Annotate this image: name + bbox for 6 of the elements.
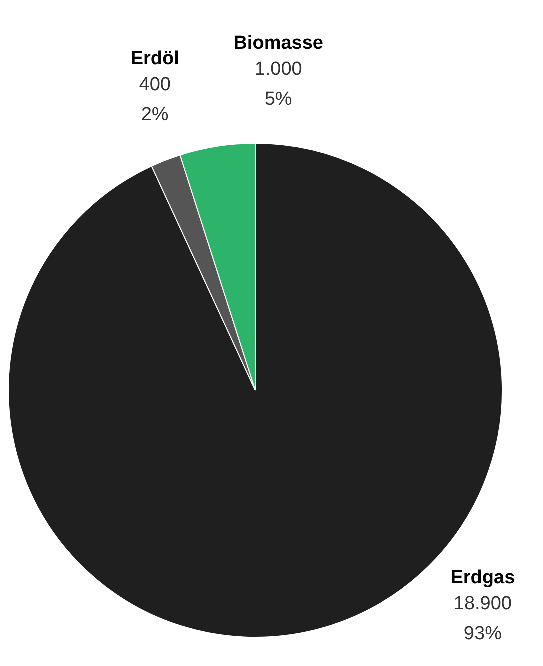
slice-label: Erdöl [130, 48, 180, 70]
data-label: 18.900 93% [454, 593, 512, 644]
data-label: 1.000 5% [254, 59, 302, 110]
data-label: 400 2% [139, 74, 171, 126]
slice-label: Biomasse [234, 33, 324, 54]
slice-label: Erdgas [450, 567, 516, 588]
